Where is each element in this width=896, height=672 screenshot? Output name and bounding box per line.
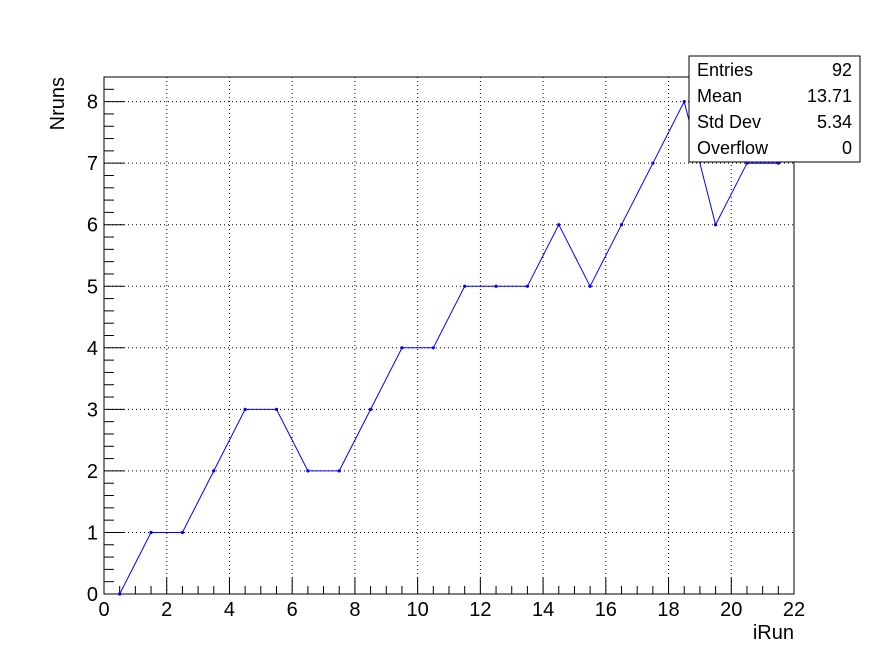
y-tick-label: 3	[87, 399, 98, 421]
stats-value: 0	[842, 138, 852, 158]
data-point	[682, 100, 686, 104]
data-point	[400, 346, 404, 350]
y-tick-label: 7	[87, 153, 98, 175]
x-tick-label: 8	[349, 599, 360, 621]
y-tick-label: 6	[87, 215, 98, 237]
data-point	[337, 469, 341, 473]
x-tick-label: 0	[98, 599, 109, 621]
data-point	[713, 223, 718, 227]
grid	[104, 77, 794, 594]
x-tick-label: 4	[224, 599, 235, 621]
x-tick-label: 10	[407, 599, 429, 621]
data-point	[243, 407, 247, 411]
x-tick-label: 12	[469, 599, 491, 621]
x-tick-label: 6	[287, 599, 298, 621]
data-point	[463, 284, 467, 288]
x-tick-label: 16	[595, 599, 617, 621]
y-tick-label: 8	[87, 92, 98, 114]
data-point	[651, 161, 655, 165]
data-point	[494, 284, 498, 288]
data-point	[180, 530, 185, 535]
x-tick-label: 14	[532, 599, 554, 621]
x-tick-label: 22	[783, 599, 805, 621]
data-point	[557, 223, 561, 227]
data-point	[368, 407, 373, 411]
y-tick-label: 0	[87, 584, 98, 606]
data-point	[306, 469, 310, 473]
data-point	[588, 284, 592, 288]
y-axis-title: Nruns	[47, 77, 69, 130]
x-axis-title: iRun	[753, 622, 794, 644]
axis-ticks	[103, 88, 795, 595]
stats-rows: Entries 92 Mean 13.71 Std Dev 5.34 Overflow 0	[697, 60, 852, 158]
stats-value: 92	[832, 60, 852, 80]
data-point	[274, 407, 279, 411]
stats-box: Entries 92 Mean 13.71 Std Dev 5.34 Overflow 0	[688, 55, 861, 163]
x-tick-label: 20	[720, 599, 742, 621]
stats-label: Entries	[697, 60, 753, 80]
data-point	[149, 530, 153, 535]
data-point	[431, 346, 435, 350]
y-tick-label: 1	[87, 522, 98, 544]
x-tick-label: 18	[657, 599, 679, 621]
stats-label: Overflow	[697, 138, 769, 158]
y-tick-label: 4	[87, 338, 98, 360]
x-tick-label: 2	[161, 599, 172, 621]
data-point	[212, 469, 216, 473]
y-tick-label: 5	[87, 276, 98, 298]
stats-box-frame	[688, 55, 861, 163]
stats-value: 5.34	[817, 112, 852, 132]
data-point	[525, 284, 530, 288]
stats-label: Std Dev	[697, 112, 761, 132]
series-line	[119, 100, 779, 595]
y-tick-label: 2	[87, 461, 98, 483]
data-series	[118, 100, 780, 596]
data-point	[619, 223, 624, 227]
stats-value: 13.71	[807, 86, 852, 106]
stats-label: Mean	[697, 86, 742, 106]
data-point	[118, 592, 122, 596]
